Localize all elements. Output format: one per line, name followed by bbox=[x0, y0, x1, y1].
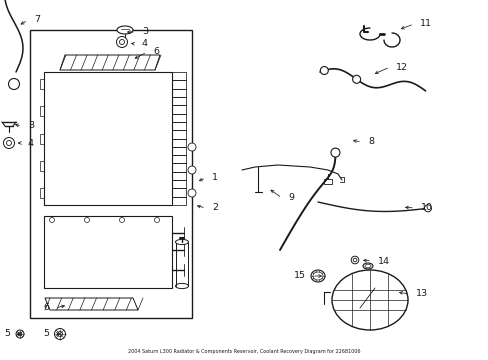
Ellipse shape bbox=[310, 270, 325, 282]
Circle shape bbox=[58, 332, 62, 337]
Circle shape bbox=[330, 148, 339, 157]
Circle shape bbox=[6, 140, 12, 145]
Text: 4: 4 bbox=[142, 40, 148, 49]
Ellipse shape bbox=[312, 272, 323, 280]
Circle shape bbox=[84, 217, 89, 222]
Ellipse shape bbox=[175, 283, 188, 289]
Circle shape bbox=[320, 67, 327, 75]
Ellipse shape bbox=[175, 239, 188, 244]
Text: 1: 1 bbox=[212, 174, 218, 183]
Circle shape bbox=[352, 75, 360, 83]
Polygon shape bbox=[45, 298, 138, 310]
Circle shape bbox=[119, 217, 124, 222]
Text: 11: 11 bbox=[419, 19, 431, 28]
Circle shape bbox=[49, 217, 54, 222]
Circle shape bbox=[350, 256, 358, 264]
Text: 10: 10 bbox=[420, 203, 432, 212]
Text: 4: 4 bbox=[28, 139, 34, 148]
Circle shape bbox=[8, 78, 20, 90]
Circle shape bbox=[187, 143, 196, 151]
Circle shape bbox=[16, 330, 24, 338]
Ellipse shape bbox=[364, 264, 370, 268]
Circle shape bbox=[187, 166, 196, 174]
Circle shape bbox=[18, 332, 22, 336]
Circle shape bbox=[154, 217, 159, 222]
Polygon shape bbox=[60, 55, 160, 70]
Text: 8: 8 bbox=[367, 138, 373, 147]
Text: 13: 13 bbox=[415, 289, 427, 298]
Circle shape bbox=[187, 189, 196, 197]
Bar bbox=[44, 72, 172, 205]
Bar bbox=[30, 30, 192, 318]
Text: 6: 6 bbox=[153, 48, 159, 57]
Text: 3: 3 bbox=[28, 122, 34, 130]
Text: 12: 12 bbox=[395, 63, 407, 72]
Text: 7: 7 bbox=[34, 15, 40, 24]
Circle shape bbox=[424, 205, 430, 212]
Bar bbox=[324, 179, 331, 184]
Text: 9: 9 bbox=[287, 194, 293, 202]
Circle shape bbox=[116, 36, 127, 48]
Text: 6: 6 bbox=[43, 303, 49, 312]
Text: 5: 5 bbox=[43, 329, 49, 338]
Text: 5: 5 bbox=[4, 329, 10, 338]
Bar bbox=[44, 216, 172, 288]
Circle shape bbox=[119, 40, 124, 45]
Text: 15: 15 bbox=[293, 271, 305, 280]
Circle shape bbox=[54, 328, 65, 339]
Ellipse shape bbox=[117, 26, 133, 34]
Ellipse shape bbox=[331, 270, 407, 330]
Circle shape bbox=[352, 258, 356, 262]
Text: 2: 2 bbox=[212, 203, 218, 212]
Circle shape bbox=[3, 138, 15, 148]
Text: 3: 3 bbox=[142, 27, 148, 36]
Text: 2004 Saturn L300 Radiator & Components Reservoir, Coolant Recovery Diagram for 2: 2004 Saturn L300 Radiator & Components R… bbox=[128, 349, 360, 354]
Ellipse shape bbox=[362, 263, 372, 269]
Text: 14: 14 bbox=[377, 256, 389, 266]
